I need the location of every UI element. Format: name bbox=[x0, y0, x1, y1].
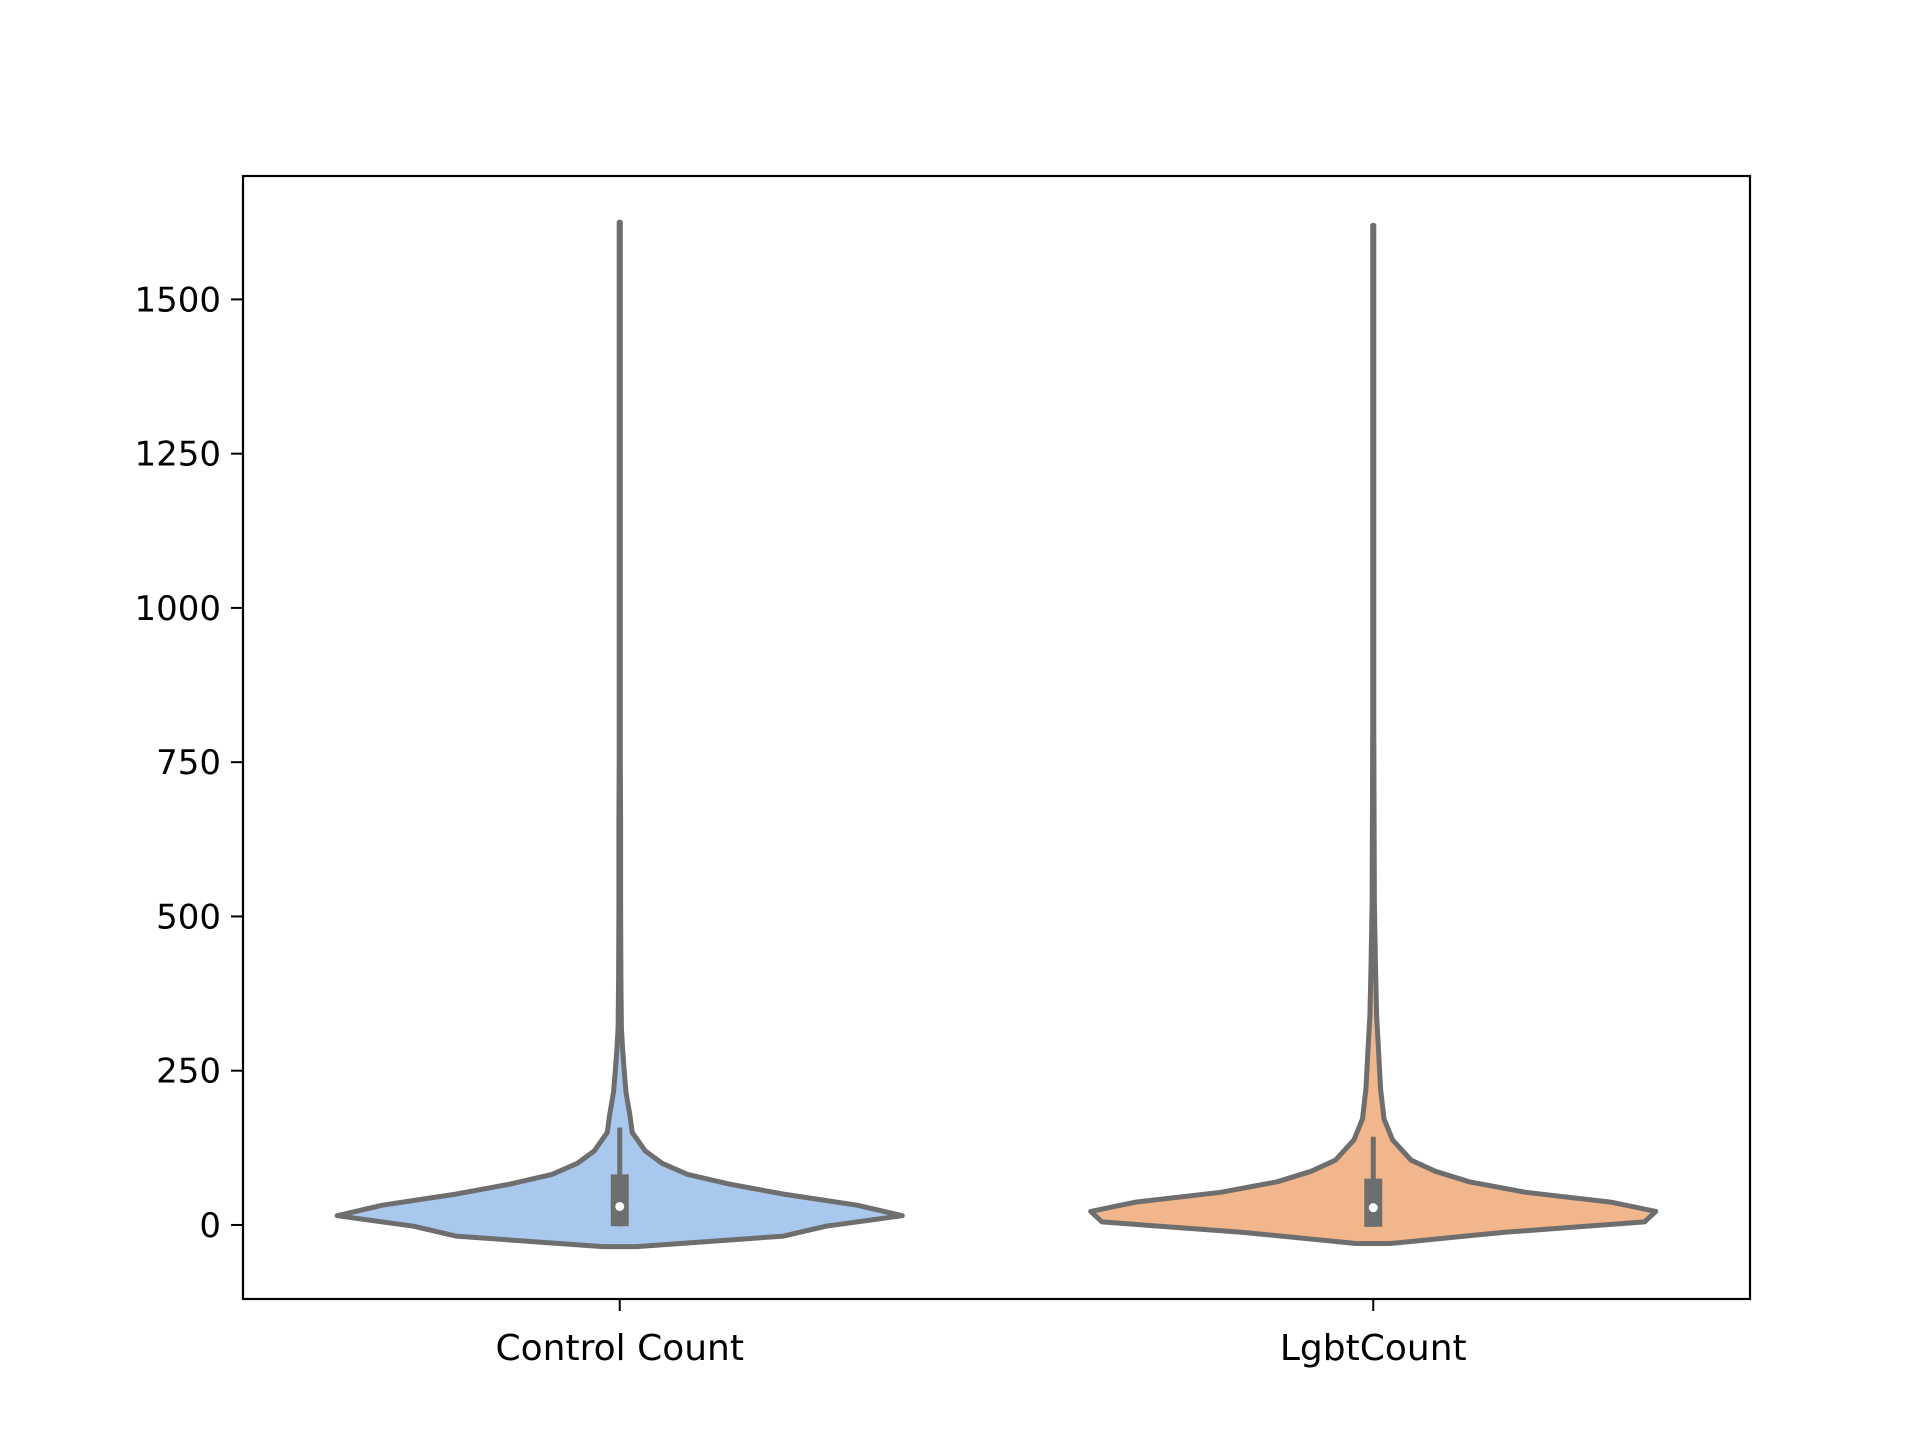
x-tick-label: Control Count bbox=[496, 1328, 744, 1369]
violin-iqr-box bbox=[610, 1174, 629, 1227]
plot-area bbox=[243, 176, 1750, 1299]
violins-layer bbox=[334, 219, 1659, 1250]
y-tick-label: 1250 bbox=[134, 435, 221, 475]
violin-body bbox=[1088, 222, 1659, 1246]
violin-median-point bbox=[1368, 1203, 1378, 1213]
y-axis: 0 250 500 750 1000 1250 1500 bbox=[134, 280, 243, 1246]
violin-median-point bbox=[615, 1201, 625, 1211]
plot-frame bbox=[241, 174, 1752, 1301]
violin-body bbox=[334, 219, 905, 1250]
x-axis: Control Count LgbtCount bbox=[496, 1299, 1467, 1369]
y-tick-label: 750 bbox=[156, 743, 221, 783]
y-tick-label: 0 bbox=[199, 1206, 221, 1246]
y-tick-label: 1500 bbox=[134, 280, 221, 320]
x-tick-label: LgbtCount bbox=[1280, 1328, 1467, 1369]
y-tick-label: 1000 bbox=[134, 589, 221, 629]
y-tick-label: 250 bbox=[156, 1052, 221, 1092]
y-tick-label: 500 bbox=[156, 897, 221, 937]
violin-iqr-box bbox=[1364, 1178, 1383, 1227]
